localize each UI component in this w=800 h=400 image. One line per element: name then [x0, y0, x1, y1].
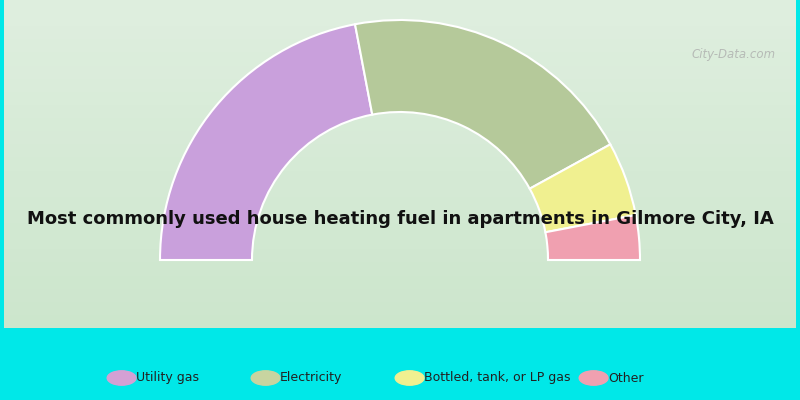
- Circle shape: [579, 371, 608, 385]
- Text: Most commonly used house heating fuel in apartments in Gilmore City, IA: Most commonly used house heating fuel in…: [26, 210, 774, 228]
- Bar: [4, 12, 796, 26]
- Bar: [4, 116, 796, 131]
- Bar: [4, 25, 796, 39]
- Circle shape: [107, 371, 136, 385]
- Bar: [4, 103, 796, 118]
- Bar: [4, 90, 796, 105]
- Bar: [4, 156, 796, 170]
- Bar: [4, 222, 796, 236]
- Circle shape: [395, 371, 424, 385]
- Bar: [4, 287, 796, 302]
- Bar: [4, 130, 796, 144]
- Bar: [4, 77, 796, 92]
- Wedge shape: [160, 24, 372, 260]
- Bar: [4, 261, 796, 276]
- Bar: [4, 274, 796, 289]
- Text: City-Data.com: City-Data.com: [692, 48, 776, 61]
- Bar: [4, 182, 796, 197]
- Wedge shape: [355, 20, 610, 189]
- Circle shape: [251, 371, 280, 385]
- Bar: [4, 300, 796, 315]
- Bar: [4, 51, 796, 66]
- Bar: [4, 248, 796, 262]
- Wedge shape: [546, 215, 640, 260]
- Bar: [4, 38, 796, 52]
- Bar: [4, 234, 796, 249]
- Bar: [4, 208, 796, 223]
- Bar: [4, 143, 796, 158]
- Bar: [4, 0, 796, 13]
- Bar: [4, 195, 796, 210]
- Bar: [4, 169, 796, 184]
- Text: Electricity: Electricity: [280, 372, 342, 384]
- Bar: [4, 64, 796, 79]
- Bar: [4, 313, 796, 328]
- Text: Bottled, tank, or LP gas: Bottled, tank, or LP gas: [424, 372, 570, 384]
- Wedge shape: [530, 144, 636, 232]
- Text: Utility gas: Utility gas: [136, 372, 199, 384]
- Text: Other: Other: [608, 372, 643, 384]
